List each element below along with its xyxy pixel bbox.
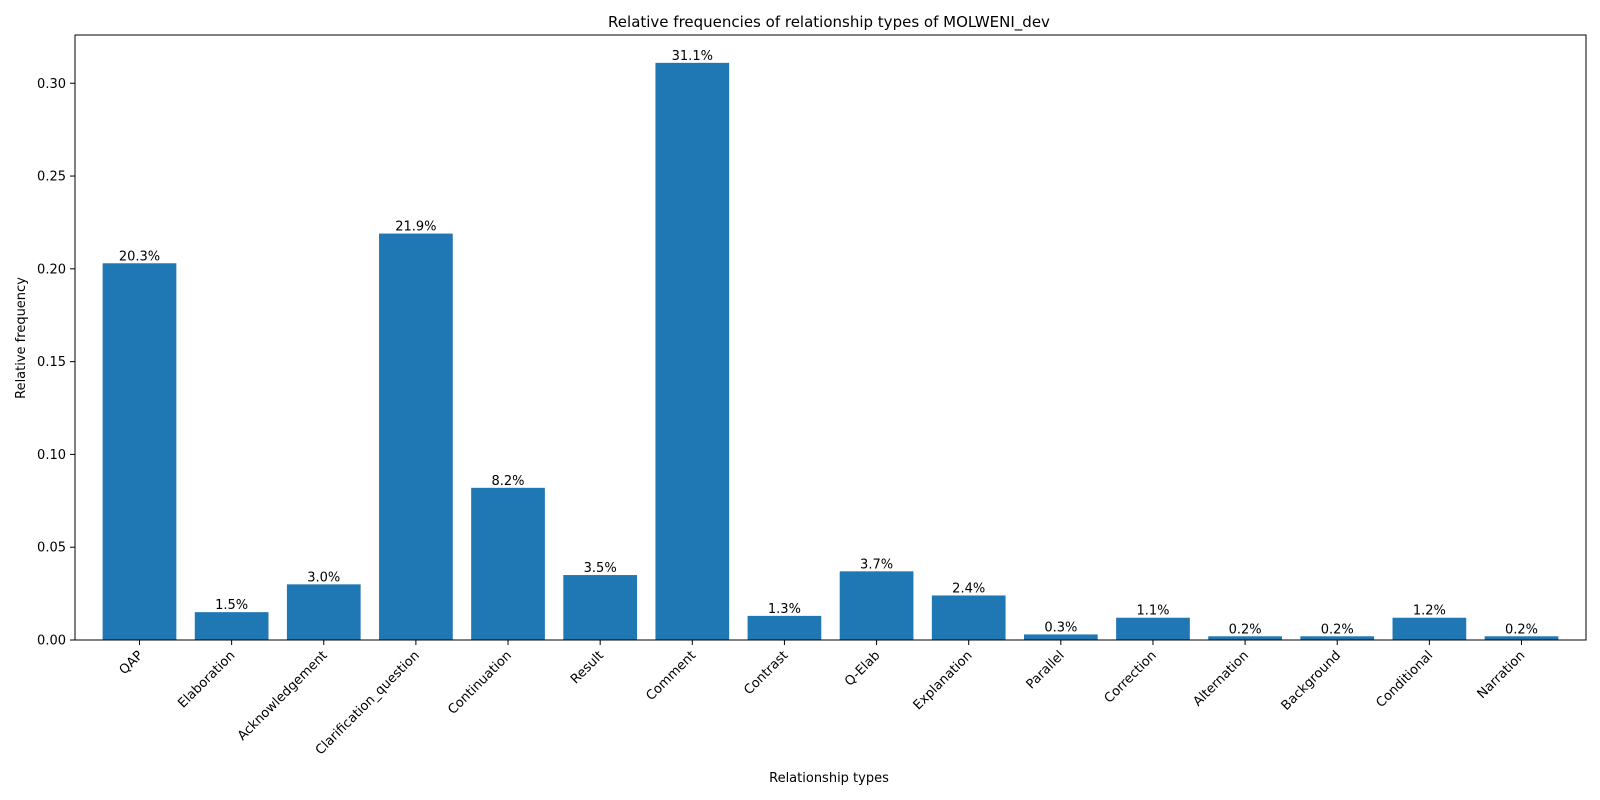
data-label: 2.4% (952, 581, 985, 596)
data-label: 0.2% (1321, 622, 1354, 637)
y-tick-label: 0.20 (37, 262, 66, 277)
data-label: 20.3% (119, 249, 160, 264)
data-label: 1.2% (1413, 604, 1446, 619)
x-tick-label: Parallel (1024, 648, 1068, 692)
y-tick-label: 0.15 (37, 355, 66, 370)
bar-contrast (747, 615, 822, 640)
x-tick-label: Contrast (741, 648, 791, 698)
x-axis: QAP ElaborationAcknowledgementClarificati… (117, 640, 1529, 758)
bar-q-elab (839, 571, 914, 640)
x-tick-label: Continuation (445, 648, 515, 718)
x-axis-title: Relationship types (769, 771, 889, 786)
bar-explanation (931, 595, 1006, 640)
x-tick-label: Alternation (1191, 648, 1252, 709)
data-label: 21.9% (395, 220, 436, 235)
data-label: 1.3% (768, 602, 801, 617)
y-tick-label: 0.00 (37, 634, 66, 649)
y-axis-title: Relative frequency (14, 277, 29, 399)
x-tick-label: Elaboration (175, 648, 238, 711)
data-label: 3.5% (584, 561, 617, 576)
x-tick-label: Conditional (1374, 648, 1437, 711)
bar-comment (655, 62, 730, 640)
x-tick-label: QAP (117, 648, 147, 678)
bar-clarification-question (379, 233, 453, 640)
data-label: 3.0% (307, 570, 340, 585)
x-tick-label: Q-Elab (842, 648, 883, 689)
x-tick-label: Clarification_question (313, 648, 423, 758)
x-tick-label: Explanation (911, 648, 976, 713)
bar-narration (1484, 636, 1559, 640)
data-label: 1.1% (1136, 604, 1169, 619)
data-label: 0.2% (1229, 622, 1262, 637)
y-tick-label: 0.25 (37, 170, 66, 185)
data-label: 3.7% (860, 557, 893, 572)
bar-parallel (1023, 634, 1098, 640)
x-tick-label: Result (568, 648, 607, 687)
y-axis: 0.00 0.05 0.10 0.15 0.20 0.25 0.30 (37, 77, 75, 649)
y-tick-label: 0.10 (37, 448, 66, 463)
data-label: 8.2% (492, 474, 525, 489)
x-tick-label: Acknowledgement (235, 648, 331, 744)
x-tick-label: Comment (643, 648, 699, 704)
bar-result (563, 575, 638, 640)
bars-layer (102, 62, 1559, 640)
data-labels-layer: 20.3% 1.5% 3.0% 21.9% 8.2% 3.5% 31.1% 1.3% 3.7% 2… (119, 49, 1538, 637)
data-label: 0.2% (1505, 622, 1538, 637)
x-tick-label: Narration (1475, 648, 1529, 702)
data-label: 0.3% (1044, 620, 1077, 635)
bar-alternation (1208, 636, 1282, 640)
chart-title: Relative frequencies of relationship typ… (608, 13, 1050, 32)
bar-elaboration (194, 612, 269, 640)
bar-acknowledgement (286, 584, 361, 640)
data-label: 31.1% (672, 49, 713, 64)
bar-continuation (471, 487, 545, 640)
data-label: 1.5% (215, 598, 248, 613)
bar-conditional (1392, 617, 1467, 640)
bar-background (1300, 636, 1375, 640)
x-tick-label: Background (1279, 648, 1344, 713)
plot-frame (74, 34, 1587, 641)
y-tick-label: 0.05 (37, 541, 66, 556)
y-tick-label: 0.30 (37, 77, 66, 92)
x-tick-label: Correction (1102, 648, 1160, 706)
bar-correction (1116, 617, 1190, 640)
bar-qap (102, 263, 177, 640)
